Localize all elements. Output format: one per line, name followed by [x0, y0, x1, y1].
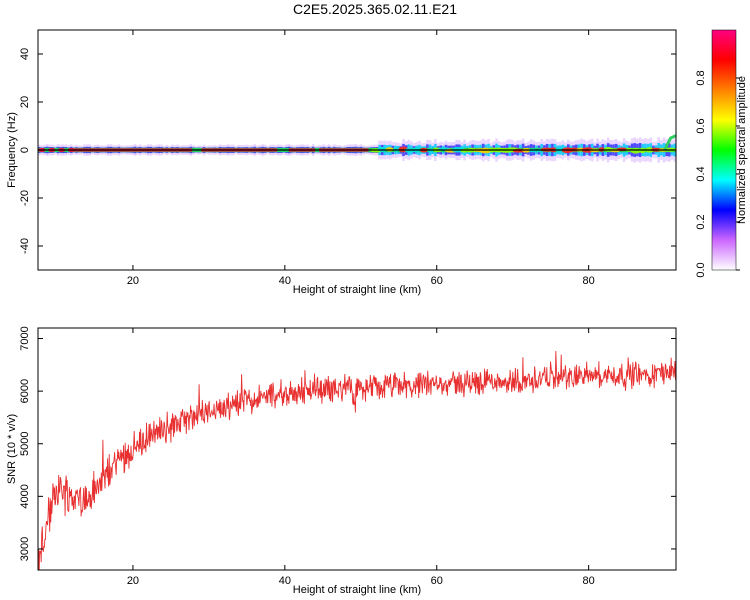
spectrogram-chart: 20 40 60 80 -40 -20 0 20 40 Height of straight …: [6, 29, 677, 296]
x-tick-label: 20: [127, 575, 139, 587]
spectrogram-y-label: Frequency (Hz): [6, 112, 18, 188]
snr-x-label: Height of straight line (km): [293, 584, 421, 596]
y-tick-label: 5000: [19, 431, 31, 455]
y-tick-label: 3000: [19, 537, 31, 561]
x-tick-label: 40: [279, 275, 291, 287]
y-tick-label: 40: [19, 48, 31, 60]
snr-chart: 20 40 60 80 3000 4000 5000 6000 7000 Height of …: [6, 326, 677, 596]
colorbar-tick-label: 0.4: [695, 166, 707, 181]
x-tick-label: 80: [583, 275, 595, 287]
colorbar: 0.0 0.2 0.4 0.6 0.8 Normalized spectral ampl…: [695, 29, 748, 278]
spectrogram-x-label: Height of straight line (km): [293, 284, 421, 296]
x-tick-label: 60: [431, 575, 443, 587]
colorbar-tick-label: 0.6: [695, 118, 707, 133]
spectrogram-peak: [385, 147, 394, 152]
y-tick-label: 6000: [19, 379, 31, 403]
x-tick-label: 20: [127, 275, 139, 287]
colorbar-ticks: 0.0 0.2 0.4 0.6 0.8: [695, 70, 740, 278]
snr-y-ticks: 3000 4000 5000 6000 7000: [19, 326, 676, 561]
spectrogram-y-ticks: -40 -20 0 20 40: [19, 48, 676, 254]
x-tick-label: 60: [431, 275, 443, 287]
y-tick-label: 4000: [19, 484, 31, 508]
colorbar-tick-label: 0.0: [695, 262, 707, 277]
colorbar-label: Normalized spectral amplitude: [736, 76, 748, 224]
snr-series-line: [38, 350, 676, 570]
snr-y-label: SNR (10 * v/v): [6, 414, 18, 484]
y-tick-label: 0: [19, 147, 31, 153]
x-tick-label: 80: [583, 575, 595, 587]
snr-x-ticks: 20 40 60 80: [127, 328, 595, 587]
x-tick-label: 40: [279, 575, 291, 587]
y-tick-label: -20: [19, 190, 31, 206]
spectrogram-data: [38, 134, 676, 163]
snr-data: [38, 350, 676, 570]
figure-title: C2E5.2025.365.02.11.E21: [293, 1, 457, 17]
spectrogram-peak: [377, 146, 389, 152]
snr-frame: [37, 327, 677, 571]
colorbar-tick-label: 0.8: [695, 70, 707, 85]
spectrogram-x-ticks: 20 40 60 80: [127, 30, 595, 287]
y-tick-label: 7000: [19, 326, 31, 350]
colorbar-tick-label: 0.2: [695, 214, 707, 229]
spectrogram-hook: [663, 134, 676, 151]
y-tick-label: 20: [19, 96, 31, 108]
y-tick-label: -40: [19, 238, 31, 254]
spectrogram-peak: [630, 147, 642, 154]
colorbar-gradient: [711, 29, 737, 271]
